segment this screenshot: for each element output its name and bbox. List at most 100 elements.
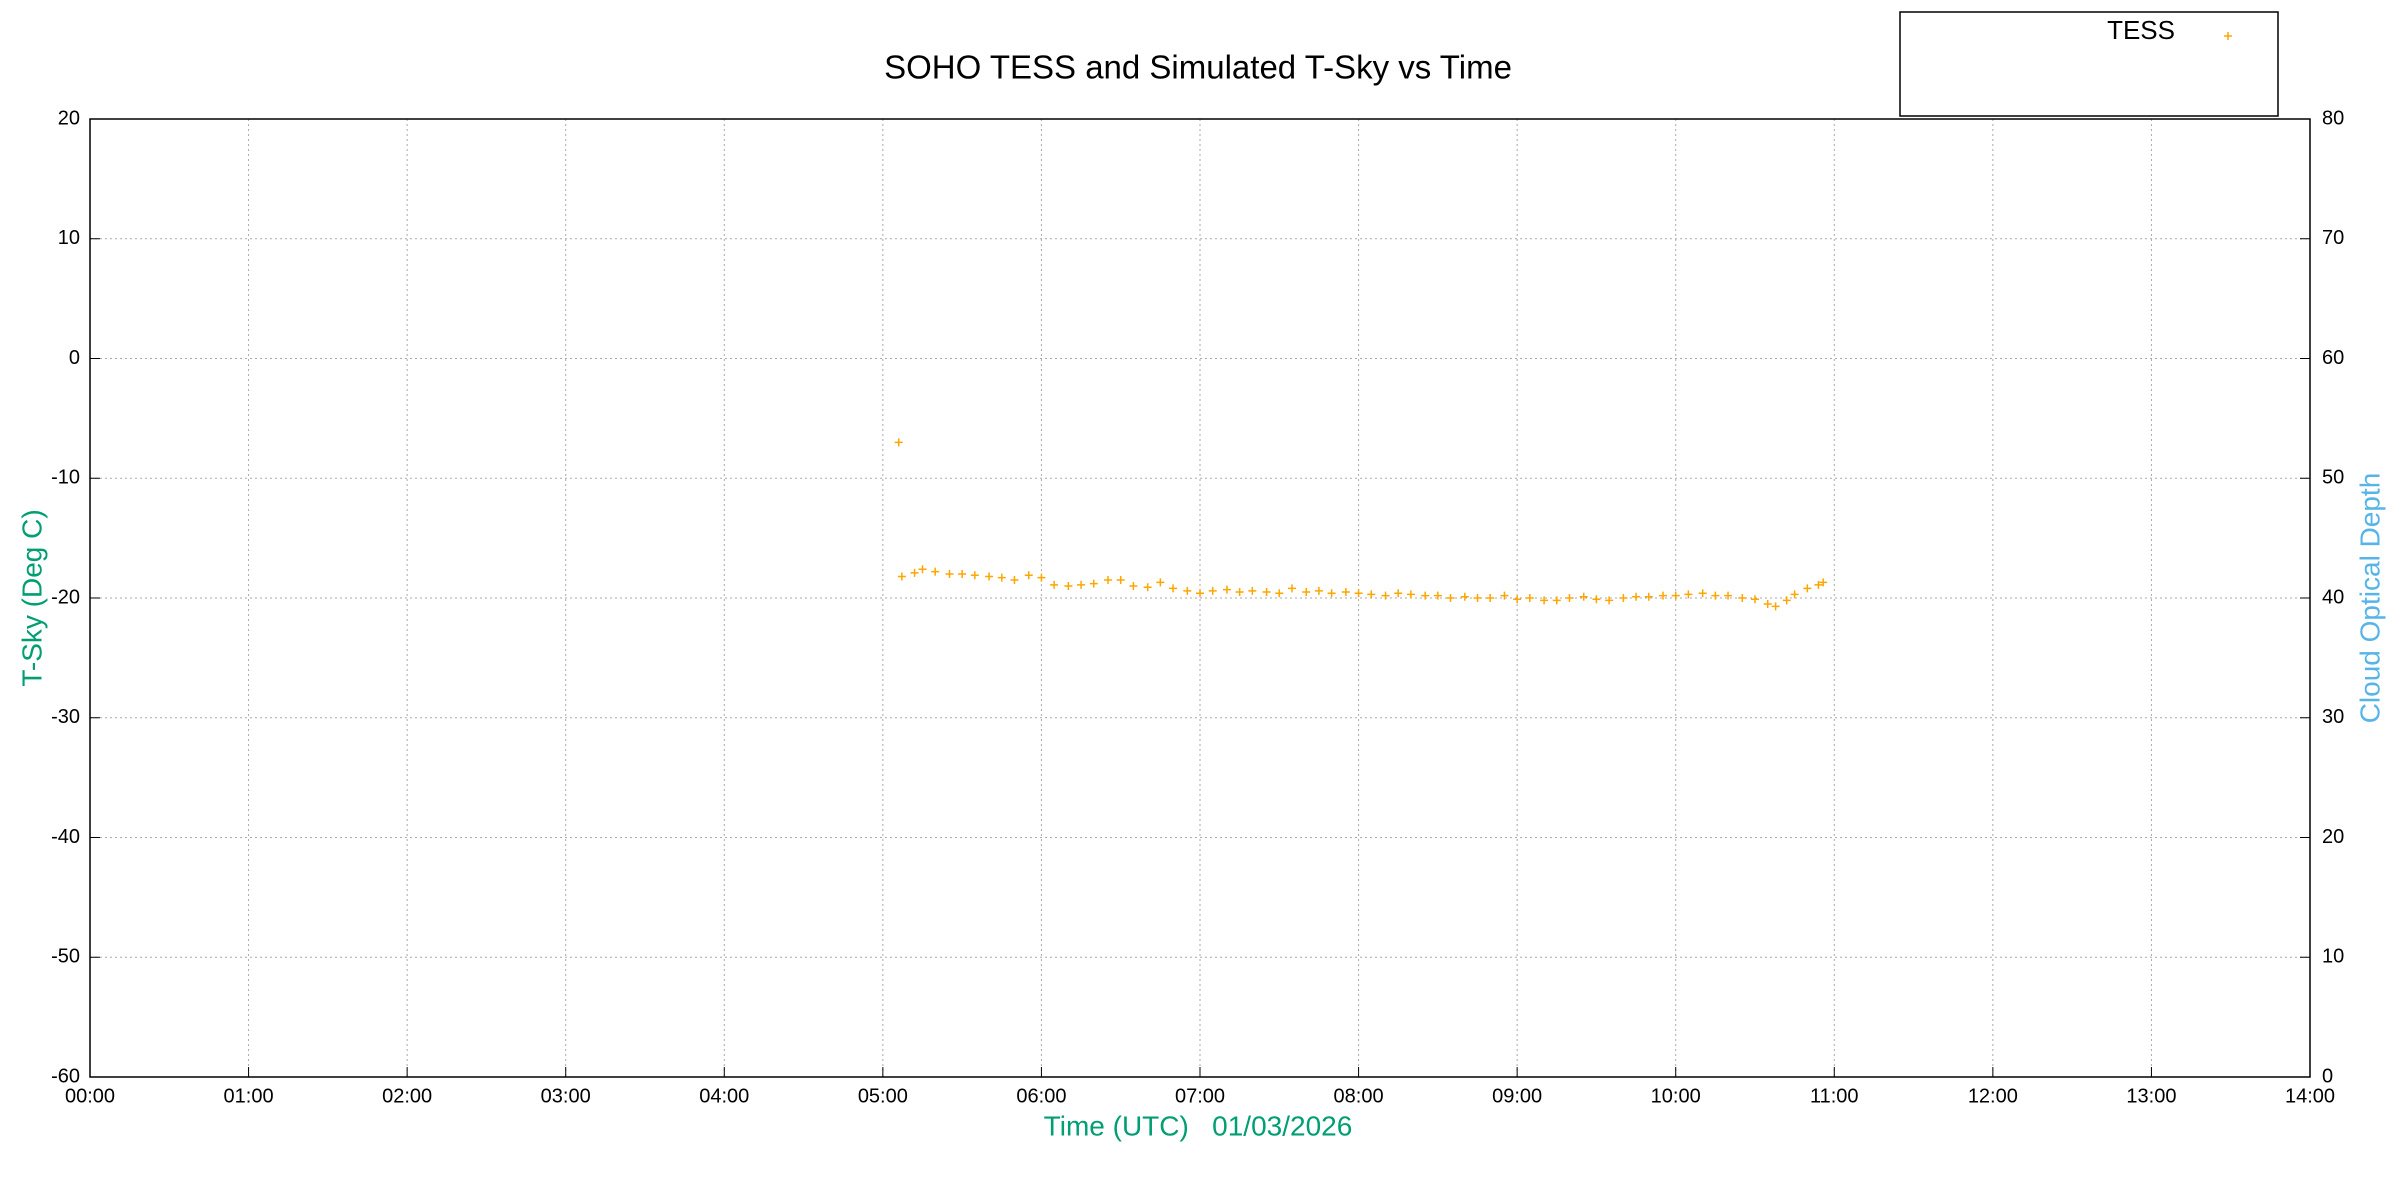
legend-box bbox=[1899, 11, 2279, 117]
y2-tick-label: 80 bbox=[2322, 107, 2344, 129]
point bbox=[1644, 592, 1653, 601]
point bbox=[894, 438, 903, 447]
x-tick-label: 13:00 bbox=[2126, 1085, 2176, 1107]
point bbox=[1592, 595, 1601, 604]
y2-tick-label: 40 bbox=[2322, 586, 2344, 608]
point bbox=[1354, 589, 1363, 598]
point bbox=[1183, 586, 1192, 595]
y2-tick-label: 20 bbox=[2322, 826, 2344, 848]
x-tick-label: 02:00 bbox=[382, 1085, 432, 1107]
point bbox=[1460, 592, 1469, 601]
point bbox=[1790, 590, 1799, 599]
point bbox=[1763, 599, 1772, 608]
point bbox=[1248, 586, 1257, 595]
point bbox=[1024, 571, 1033, 580]
legend-label: TESS bbox=[2107, 15, 2175, 45]
point bbox=[918, 565, 927, 574]
point bbox=[1143, 583, 1152, 592]
point bbox=[1302, 588, 1311, 597]
point bbox=[997, 573, 1006, 582]
y2-tick-label: 50 bbox=[2322, 467, 2344, 489]
x-tick-label: 04:00 bbox=[699, 1085, 749, 1107]
point bbox=[1156, 578, 1165, 587]
point bbox=[1394, 589, 1403, 598]
y2-tick-label: 60 bbox=[2322, 347, 2344, 369]
point bbox=[1275, 589, 1284, 598]
point bbox=[1619, 594, 1628, 602]
point bbox=[985, 572, 994, 581]
x-tick-label: 05:00 bbox=[858, 1085, 908, 1107]
point bbox=[1605, 596, 1614, 605]
point bbox=[1077, 580, 1086, 589]
legend-marker bbox=[2224, 32, 2232, 40]
point bbox=[1819, 578, 1828, 587]
x-tick-label: 00:00 bbox=[65, 1085, 115, 1107]
point bbox=[1367, 590, 1376, 599]
point bbox=[1406, 590, 1415, 599]
y-tick-label: -50 bbox=[51, 946, 80, 968]
y2-axis-label: Cloud Optical Depth bbox=[2354, 473, 2385, 724]
y-tick-label: -10 bbox=[51, 467, 80, 489]
point bbox=[1327, 589, 1336, 598]
x-tick-label: 03:00 bbox=[541, 1085, 591, 1107]
x-tick-label: 11:00 bbox=[1810, 1085, 1859, 1107]
point bbox=[1235, 588, 1244, 597]
x-tick-label: 09:00 bbox=[1492, 1085, 1542, 1107]
point bbox=[1803, 584, 1812, 593]
point bbox=[1525, 594, 1534, 602]
point bbox=[1421, 591, 1430, 600]
point bbox=[1814, 580, 1823, 589]
point bbox=[1010, 576, 1019, 585]
x-axis-label: Time (UTC) 01/03/2026 bbox=[1044, 1110, 1353, 1141]
y-axis-label: T-Sky (Deg C) bbox=[16, 509, 47, 686]
point bbox=[958, 570, 967, 579]
point bbox=[1751, 595, 1759, 604]
y2-tick-label: 10 bbox=[2322, 946, 2344, 968]
point bbox=[1782, 596, 1791, 605]
point bbox=[1104, 576, 1113, 585]
point bbox=[970, 571, 979, 580]
point bbox=[1565, 594, 1574, 602]
point bbox=[1222, 585, 1231, 594]
point bbox=[897, 572, 906, 581]
point bbox=[1540, 596, 1549, 605]
point bbox=[1089, 579, 1098, 588]
point bbox=[1698, 589, 1707, 598]
y-tick-label: -40 bbox=[51, 826, 80, 848]
point bbox=[910, 568, 919, 577]
point bbox=[1500, 591, 1509, 600]
point bbox=[1433, 591, 1442, 600]
point bbox=[1287, 584, 1296, 593]
point bbox=[1050, 580, 1059, 589]
point bbox=[1711, 591, 1720, 600]
point bbox=[1037, 573, 1046, 582]
plot-frame bbox=[89, 118, 2311, 1078]
point bbox=[1724, 591, 1733, 600]
y2-tick-label: 0 bbox=[2322, 1065, 2333, 1087]
point bbox=[1314, 586, 1323, 595]
x-tick-label: 06:00 bbox=[1016, 1085, 1066, 1107]
point bbox=[1169, 584, 1178, 593]
x-tick-label: 08:00 bbox=[1334, 1085, 1384, 1107]
point bbox=[1208, 586, 1217, 595]
point bbox=[1552, 596, 1561, 605]
point bbox=[1196, 589, 1204, 598]
y2-tick-label: 70 bbox=[2322, 227, 2344, 249]
point bbox=[1446, 594, 1455, 602]
point bbox=[1341, 588, 1350, 597]
point bbox=[931, 567, 940, 576]
y-tick-label: 10 bbox=[58, 227, 80, 249]
y-tick-label: 0 bbox=[69, 347, 80, 369]
y-tick-label: -20 bbox=[51, 586, 80, 608]
chart-title: SOHO TESS and Simulated T-Sky vs Time bbox=[884, 49, 1512, 86]
point bbox=[1486, 594, 1495, 602]
y-tick-label: 20 bbox=[58, 107, 80, 129]
point bbox=[1659, 591, 1668, 600]
point bbox=[1684, 590, 1693, 599]
y-tick-label: -30 bbox=[51, 706, 80, 728]
x-tick-label: 07:00 bbox=[1175, 1085, 1225, 1107]
point bbox=[1771, 602, 1780, 611]
point bbox=[1632, 592, 1641, 601]
x-tick-label: 01:00 bbox=[224, 1085, 274, 1107]
